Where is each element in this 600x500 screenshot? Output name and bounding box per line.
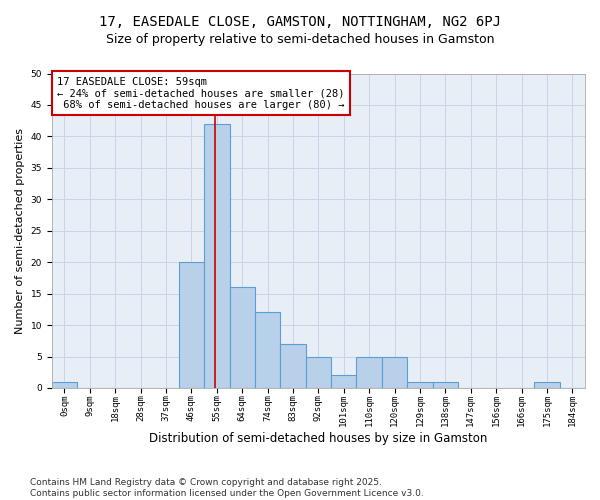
Bar: [433, 382, 458, 388]
Text: 17, EASEDALE CLOSE, GAMSTON, NOTTINGHAM, NG2 6PJ: 17, EASEDALE CLOSE, GAMSTON, NOTTINGHAM,…: [99, 15, 501, 29]
Bar: [331, 376, 356, 388]
Bar: [407, 382, 433, 388]
Bar: [382, 356, 407, 388]
Bar: [305, 356, 331, 388]
Bar: [179, 262, 204, 388]
Bar: [280, 344, 305, 388]
Text: 17 EASEDALE CLOSE: 59sqm
← 24% of semi-detached houses are smaller (28)
 68% of : 17 EASEDALE CLOSE: 59sqm ← 24% of semi-d…: [57, 76, 344, 110]
X-axis label: Distribution of semi-detached houses by size in Gamston: Distribution of semi-detached houses by …: [149, 432, 488, 445]
Bar: [534, 382, 560, 388]
Bar: [204, 124, 230, 388]
Text: Contains HM Land Registry data © Crown copyright and database right 2025.
Contai: Contains HM Land Registry data © Crown c…: [30, 478, 424, 498]
Bar: [356, 356, 382, 388]
Bar: [52, 382, 77, 388]
Y-axis label: Number of semi-detached properties: Number of semi-detached properties: [15, 128, 25, 334]
Bar: [255, 312, 280, 388]
Bar: [230, 288, 255, 388]
Text: Size of property relative to semi-detached houses in Gamston: Size of property relative to semi-detach…: [106, 32, 494, 46]
